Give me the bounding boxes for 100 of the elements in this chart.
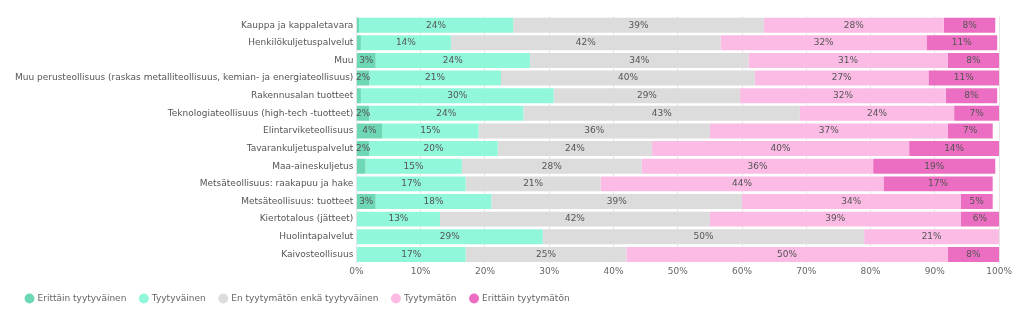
bar <box>360 35 451 51</box>
x-tick-label: 60% <box>732 265 753 276</box>
data-label: 34% <box>841 195 862 206</box>
data-label: 50% <box>693 231 714 242</box>
data-label: 43% <box>651 107 673 118</box>
bar <box>864 229 1000 245</box>
data-label: 39% <box>606 195 628 206</box>
bar <box>356 246 466 262</box>
x-tick-label: 90% <box>924 265 946 276</box>
bar <box>369 105 524 121</box>
bar <box>382 123 479 139</box>
data-label: 8% <box>966 54 982 65</box>
data-label: 37% <box>818 125 840 136</box>
data-label: 28% <box>843 19 865 30</box>
data-label: 24% <box>867 107 888 118</box>
bar <box>709 123 948 139</box>
bar <box>720 35 927 51</box>
data-label: 21% <box>921 231 943 242</box>
bar <box>375 52 530 68</box>
bar <box>954 105 1000 121</box>
bar <box>356 229 543 245</box>
bar <box>356 88 361 104</box>
x-tick-label: 10% <box>410 265 432 276</box>
data-label: 14% <box>395 37 417 48</box>
bar <box>909 141 1000 157</box>
y-tick-label: Kauppa ja kappaletavara <box>241 19 354 30</box>
data-label: 21% <box>425 72 446 83</box>
y-tick-label: Kaivosteollisuus <box>281 248 354 259</box>
data-label: 4% <box>362 125 378 136</box>
data-label: 21% <box>523 178 544 189</box>
bar <box>626 246 948 262</box>
y-tick-label: Muu <box>334 54 354 65</box>
bar <box>873 158 996 174</box>
x-tick-label: 0% <box>349 265 364 276</box>
data-label: 40% <box>617 72 639 83</box>
legend-label: Tyytyväinen <box>150 292 206 303</box>
legend-label: Erittäin tyytymätön <box>482 292 570 303</box>
data-label: 50% <box>777 248 798 259</box>
bar <box>763 17 944 33</box>
data-label: 36% <box>584 125 605 136</box>
bar <box>748 52 948 68</box>
data-label: 44% <box>732 178 753 189</box>
data-label: 34% <box>629 54 650 65</box>
data-label: 39% <box>628 19 649 30</box>
data-label: 7% <box>969 107 985 118</box>
data-label: 24% <box>436 107 457 118</box>
data-label: 8% <box>964 90 980 101</box>
bar <box>375 194 492 209</box>
data-label: 24% <box>442 54 464 65</box>
data-label: 25% <box>535 248 557 259</box>
x-tick-label: 70% <box>796 265 817 276</box>
data-label: 17% <box>928 178 949 189</box>
data-label: 13% <box>388 213 409 224</box>
data-label: 28% <box>541 160 563 171</box>
data-label: 40% <box>770 142 792 153</box>
data-label: 19% <box>924 160 945 171</box>
data-label: 5% <box>969 195 985 206</box>
bar <box>365 158 462 174</box>
data-label: 24% <box>564 142 586 153</box>
bar <box>360 88 554 104</box>
data-label: 3% <box>359 54 374 65</box>
bar <box>652 141 910 157</box>
y-tick-label: Kiertotalous (jätteet) <box>259 213 354 224</box>
bar <box>358 17 514 33</box>
data-label: 8% <box>962 19 978 30</box>
y-tick-label: Rakennusalan tuotteet <box>251 90 354 101</box>
bar <box>947 123 993 139</box>
data-label: 8% <box>966 248 982 259</box>
legend-label: Tyytymätön <box>402 292 457 303</box>
data-label: 36% <box>747 160 768 171</box>
bar <box>926 35 998 51</box>
data-label: 29% <box>636 90 658 101</box>
data-label: 32% <box>832 90 854 101</box>
bar <box>369 141 498 157</box>
data-label: 6% <box>972 213 988 224</box>
data-label: 20% <box>423 142 444 153</box>
legend-label: En tyytymätön enkä tyytyväinen <box>231 292 379 303</box>
y-tick-label: Henkilökuljetuspalvelut <box>248 37 354 48</box>
x-tick-label: 50% <box>667 265 689 276</box>
bar <box>883 176 993 192</box>
y-tick-label: Elintarviketeollisuus <box>263 125 354 136</box>
bar <box>356 35 361 51</box>
y-tick-label: Tavarankuljetuspalvelut <box>245 142 354 153</box>
y-tick-label: Muu perusteollisuus (raskas metalliteollisuus, kemian- ja energiateollisuus) <box>14 72 354 83</box>
y-tick-label: Huolintapalvelut <box>279 231 354 242</box>
bar <box>356 17 359 33</box>
data-label: 29% <box>439 231 461 242</box>
data-label: 39% <box>825 213 846 224</box>
bar <box>356 158 366 174</box>
data-label: 18% <box>423 195 444 206</box>
data-label: 31% <box>838 54 859 65</box>
bar <box>709 211 961 227</box>
data-label: 11% <box>953 72 975 83</box>
data-label: 3% <box>359 195 374 206</box>
bar <box>740 88 946 104</box>
bar <box>641 158 874 174</box>
data-label: 30% <box>447 90 468 101</box>
data-label: 17% <box>401 248 422 259</box>
data-label: 42% <box>575 37 597 48</box>
y-tick-label: Teknologiateollisuus (high-tech -tuotteet) <box>166 107 354 118</box>
